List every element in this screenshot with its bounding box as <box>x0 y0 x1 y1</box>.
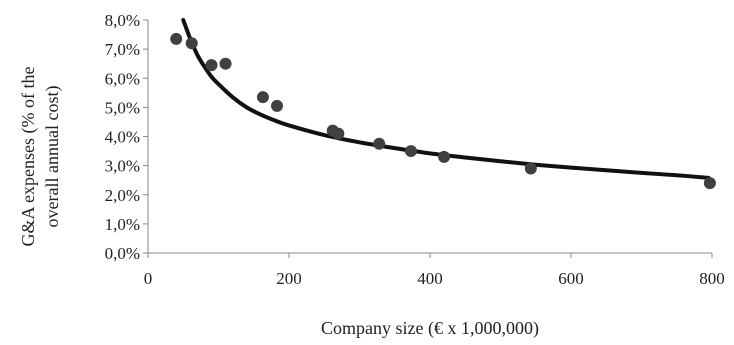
data-points <box>170 32 716 190</box>
y-axis-title-line-2: overall annual cost) <box>42 86 63 228</box>
data-point <box>219 57 232 70</box>
data-point <box>524 162 537 175</box>
y-tick-label: 0,0% <box>105 244 140 263</box>
data-point <box>404 145 417 158</box>
x-tick-label: 600 <box>558 269 584 288</box>
data-point <box>373 137 386 150</box>
x-axis-ticks: 0 200 400 600 800 <box>144 253 725 288</box>
data-point <box>703 177 716 190</box>
y-tick-label: 4,0% <box>105 128 140 147</box>
y-tick-label: 8,0% <box>105 11 140 30</box>
y-axis-ticks: 0,0% 1,0% 2,0% 3,0% 4,0% 5,0% 6,0% 7,0% 8,0% <box>105 11 148 263</box>
data-point <box>332 127 345 140</box>
y-tick-label: 5,0% <box>105 98 140 117</box>
data-point <box>170 32 183 45</box>
x-tick-label: 200 <box>276 269 302 288</box>
data-point <box>185 37 198 50</box>
data-point <box>271 99 284 112</box>
y-tick-label: 6,0% <box>105 69 140 88</box>
trendline <box>181 18 711 180</box>
x-axis-title: Company size (€ x 1,000,000) <box>321 318 539 339</box>
x-tick-label: 0 <box>144 269 153 288</box>
data-point <box>205 59 218 72</box>
y-tick-label: 1,0% <box>105 215 140 234</box>
x-tick-label: 800 <box>699 269 725 288</box>
y-tick-label: 3,0% <box>105 157 140 176</box>
data-point <box>256 91 269 104</box>
x-tick-label: 400 <box>417 269 443 288</box>
y-tick-label: 7,0% <box>105 40 140 59</box>
axes <box>147 20 712 254</box>
y-tick-label: 2,0% <box>105 186 140 205</box>
y-axis-title-line-1: G&A expenses (% of the <box>18 67 39 247</box>
data-point <box>438 150 451 163</box>
